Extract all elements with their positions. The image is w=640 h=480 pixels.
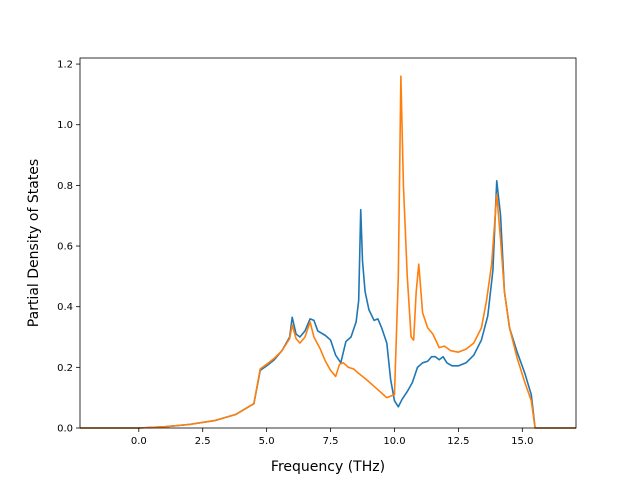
plot-area-frame xyxy=(79,57,577,429)
y-tick-label: 0.2 xyxy=(57,363,73,374)
x-tick-label: 15.0 xyxy=(511,436,533,447)
x-tick-label: 0.0 xyxy=(131,436,147,447)
series-line-2 xyxy=(80,75,576,429)
x-tick-label: 5.0 xyxy=(259,436,275,447)
y-tick-label: 0.6 xyxy=(57,242,73,253)
x-tick-label: 2.5 xyxy=(195,436,211,447)
x-tick-label: 10.0 xyxy=(383,436,405,447)
x-axis-label: Frequency (THz) xyxy=(271,459,385,475)
x-tick-label: 7.5 xyxy=(323,436,339,447)
series-line-1 xyxy=(80,180,576,429)
y-tick-label: 1.0 xyxy=(57,120,73,131)
series-layer xyxy=(80,75,576,429)
y-tick-label: 0.0 xyxy=(57,424,73,435)
y-tick-label: 1.2 xyxy=(57,60,73,71)
x-axis-ticks: 0.0 2.5 5.0 7.5 10.0 12.5 15.0 xyxy=(131,428,533,447)
x-tick-label: 12.5 xyxy=(447,436,469,447)
y-axis-ticks: 0.0 0.2 0.4 0.6 0.8 1.0 1.2 xyxy=(57,60,80,435)
y-axis-label: Partial Density of States xyxy=(26,159,42,327)
y-tick-label: 0.4 xyxy=(57,302,73,313)
y-tick-label: 0.8 xyxy=(57,181,73,192)
